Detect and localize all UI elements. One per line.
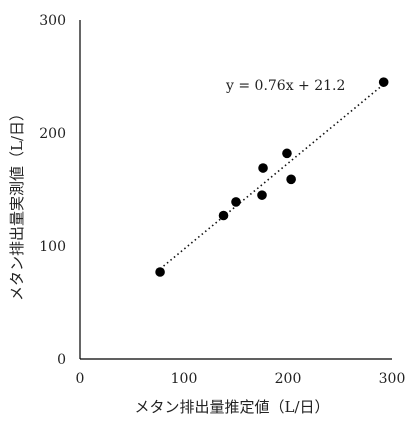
- y-axis-label: メタン排出量実測値（L/日）: [8, 106, 26, 301]
- x-tick-label: 100: [171, 371, 198, 387]
- data-point: [282, 148, 292, 159]
- y-tick-labels: 0 100 200 300: [39, 13, 66, 368]
- x-axis-label: メタン排出量推定値（L/日）: [134, 398, 329, 416]
- data-point: [378, 77, 389, 87]
- data-point: [155, 267, 165, 277]
- axes: [79, 20, 392, 360]
- x-tick-label: 300: [379, 371, 406, 387]
- x-tick-labels: 0 100 200 300: [76, 371, 406, 387]
- y-tick-label: 200: [39, 126, 66, 142]
- data-point: [231, 197, 241, 207]
- data-point: [258, 163, 268, 173]
- trendline: [159, 83, 385, 270]
- data-point: [218, 210, 229, 221]
- regression-equation: y = 0.76x + 21.2: [225, 78, 345, 94]
- data-point: [286, 174, 296, 185]
- data-points: [155, 77, 389, 277]
- y-tick-label: 300: [39, 13, 66, 29]
- x-tick-label: 0: [76, 371, 85, 387]
- data-point: [257, 190, 267, 200]
- y-tick-label: 100: [39, 239, 66, 255]
- x-tick-label: 200: [275, 371, 302, 387]
- y-tick-label: 0: [57, 352, 66, 368]
